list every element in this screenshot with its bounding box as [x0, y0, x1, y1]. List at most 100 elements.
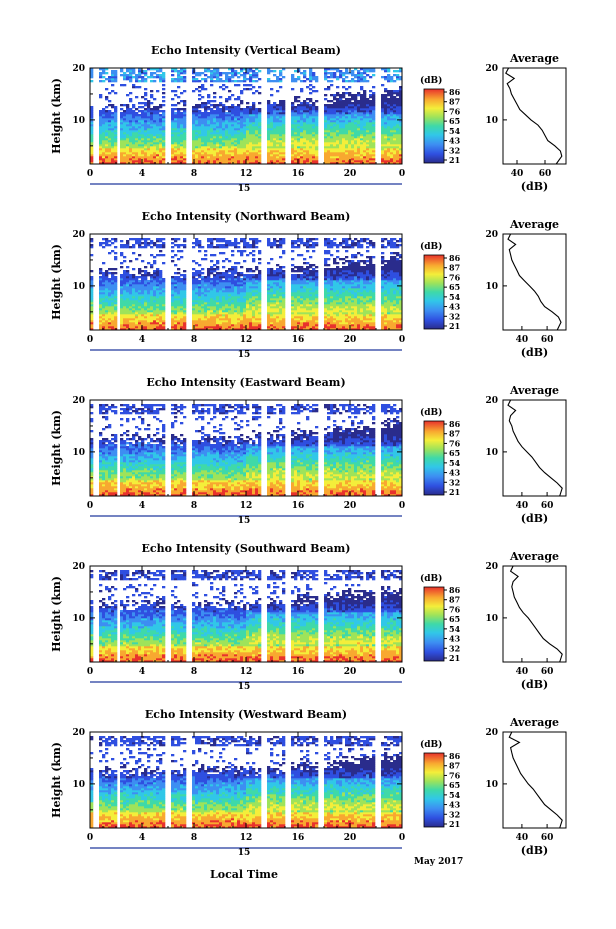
heatmap-cell — [153, 326, 157, 329]
heatmap-cell — [144, 320, 148, 323]
heatmap-cell — [333, 94, 337, 97]
heatmap-cell — [111, 140, 115, 143]
heatmap-cell — [255, 130, 259, 133]
heatmap-cell — [144, 94, 148, 97]
heatmap-cell — [219, 104, 223, 107]
heatmap-cell — [120, 108, 124, 111]
heatmap-cell — [231, 112, 235, 115]
heatmap-cell — [366, 142, 370, 145]
heatmap-cell — [219, 130, 223, 133]
heatmap-cell — [156, 298, 160, 301]
heatmap-cell — [390, 150, 394, 153]
heatmap-cell — [243, 144, 247, 147]
heatmap-cell — [351, 120, 355, 123]
heatmap-cell — [357, 144, 361, 147]
heatmap-cell — [231, 320, 235, 323]
heatmap-cell — [153, 130, 157, 133]
heatmap-cell — [225, 278, 229, 281]
heatmap-cell — [126, 312, 130, 315]
heatmap-cell — [174, 124, 178, 127]
heatmap-cell — [306, 160, 310, 163]
heatmap-cell — [90, 146, 94, 149]
heatmap-cell — [267, 68, 271, 71]
heatmap-cell — [138, 326, 142, 329]
heatmap-cell — [162, 140, 166, 143]
heatmap-cell — [219, 74, 223, 77]
heatmap-cell — [150, 116, 154, 119]
heatmap-cell — [126, 282, 130, 285]
heatmap-cell — [183, 326, 187, 329]
heatmap-cell — [342, 152, 346, 155]
heatmap-cell — [138, 244, 142, 247]
heatmap-cell — [351, 70, 355, 73]
heatmap-cell — [177, 136, 181, 139]
heatmap-cell — [243, 160, 247, 163]
heatmap-cell — [243, 162, 247, 165]
heatmap-cell — [372, 110, 376, 113]
heatmap-cell — [234, 120, 238, 123]
heatmap-cell — [249, 308, 253, 311]
heatmap-cell — [90, 74, 94, 77]
heatmap-cell — [198, 322, 202, 325]
heatmap-cell — [342, 74, 346, 77]
heatmap-cell — [144, 146, 148, 149]
heatmap-cell — [339, 128, 343, 131]
heatmap-cell — [210, 74, 214, 77]
heatmap-cell — [111, 280, 115, 283]
heatmap-cell — [123, 310, 127, 313]
heatmap-cell — [399, 94, 403, 97]
heatmap-cell — [222, 116, 226, 119]
heatmap-cell — [192, 310, 196, 313]
heatmap-cell — [114, 74, 118, 77]
heatmap-cell — [216, 148, 220, 151]
heatmap-cell — [291, 78, 295, 81]
heatmap-cell — [102, 124, 106, 127]
heatmap-cell — [243, 142, 247, 145]
heatmap-cell — [243, 288, 247, 291]
heatmap-cell — [390, 148, 394, 151]
heatmap-cell — [237, 246, 241, 249]
heatmap-cell — [123, 130, 127, 133]
heatmap-cells — [90, 68, 403, 165]
heatmap-cell — [237, 134, 241, 137]
heatmap-cell — [204, 108, 208, 111]
heatmap-cell — [108, 120, 112, 123]
heatmap-cell — [249, 128, 253, 131]
heatmap-cell — [201, 142, 205, 145]
heatmap-cell — [312, 150, 316, 153]
heatmap-cell — [246, 114, 250, 117]
heatmap-cell — [171, 304, 175, 307]
heatmap-cell — [291, 138, 295, 141]
heatmap-cell — [312, 106, 316, 109]
heatmap-cell — [195, 298, 199, 301]
heatmap-cell — [171, 154, 175, 157]
heatmap-cell — [249, 78, 253, 81]
heatmap-cell — [153, 280, 157, 283]
heatmap-cell — [153, 80, 157, 83]
heatmap-cell — [102, 322, 106, 325]
heatmap-cell — [246, 292, 250, 295]
heatmap-cell — [129, 144, 133, 147]
heatmap-cell — [228, 274, 232, 277]
heatmap-cell — [141, 128, 145, 131]
heatmap-cell — [111, 250, 115, 253]
heatmap-cell — [228, 150, 232, 153]
heatmap-cell — [258, 162, 262, 165]
heatmap-cell — [120, 162, 124, 165]
heatmap-cell — [237, 312, 241, 315]
heatmap-cell — [204, 118, 208, 121]
heatmap-cell — [282, 132, 286, 135]
heatmap-cell — [207, 286, 211, 289]
heatmap-cell — [195, 152, 199, 155]
heatmap-cell — [105, 308, 109, 311]
heatmap-cell — [174, 320, 178, 323]
heatmap-cell — [297, 76, 301, 79]
heatmap-cell — [327, 110, 331, 113]
heatmap-cell — [153, 310, 157, 313]
heatmap-cell — [240, 92, 244, 95]
heatmap-cell — [111, 148, 115, 151]
heatmap-cell — [312, 154, 316, 157]
heatmap-cell — [270, 112, 274, 115]
heatmap-cell — [180, 250, 184, 253]
heatmap-cell — [327, 122, 331, 125]
